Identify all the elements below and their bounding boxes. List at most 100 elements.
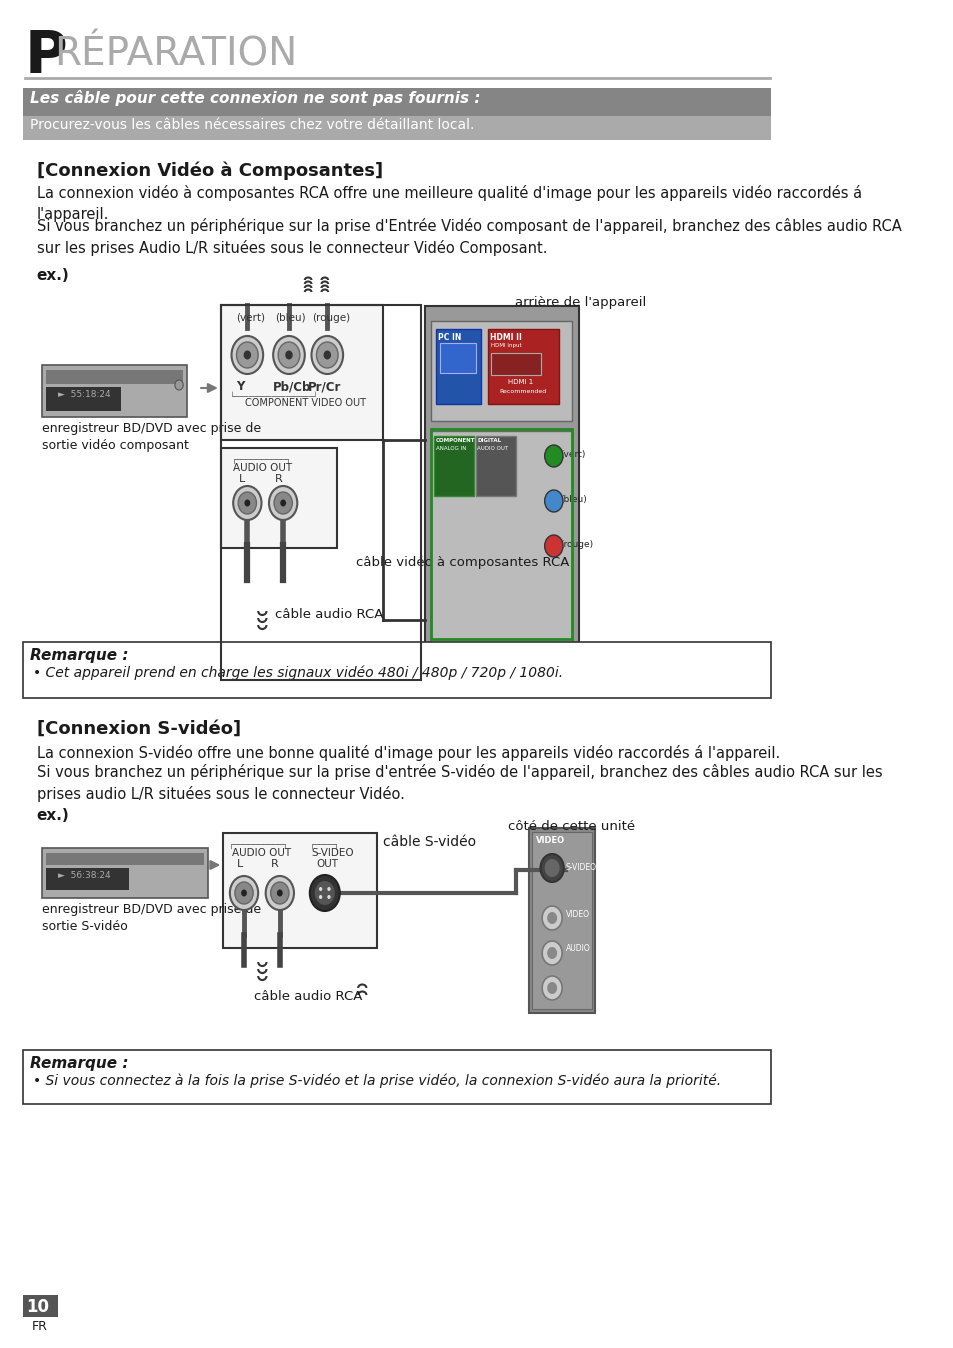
Text: FR: FR bbox=[31, 1320, 48, 1333]
Circle shape bbox=[230, 876, 258, 910]
Circle shape bbox=[547, 948, 557, 958]
Bar bbox=[532, 832, 592, 1010]
Circle shape bbox=[233, 487, 261, 520]
Bar bbox=[46, 853, 204, 865]
Text: (bleu): (bleu) bbox=[274, 313, 305, 324]
Bar bbox=[46, 387, 121, 411]
Text: Pr/Cr: Pr/Cr bbox=[308, 380, 341, 394]
Text: [Connexion Vidéo à Composantes]: [Connexion Vidéo à Composantes] bbox=[36, 162, 382, 181]
Text: ┌────┐: ┌────┐ bbox=[310, 840, 339, 849]
Circle shape bbox=[544, 445, 562, 466]
Circle shape bbox=[236, 342, 258, 368]
Text: enregistreur BD/DVD avec prise de
sortie S-vidéo: enregistreur BD/DVD avec prise de sortie… bbox=[42, 903, 260, 934]
Bar bbox=[23, 116, 770, 140]
Circle shape bbox=[241, 890, 247, 896]
Bar bbox=[436, 329, 481, 404]
Text: enregistreur BD/DVD avec prise de
sortie vidéo composant: enregistreur BD/DVD avec prise de sortie… bbox=[42, 422, 260, 453]
Bar bbox=[223, 833, 376, 948]
Bar bbox=[488, 329, 558, 404]
Circle shape bbox=[244, 500, 250, 507]
Circle shape bbox=[314, 882, 335, 905]
Text: P: P bbox=[25, 28, 68, 85]
Bar bbox=[23, 88, 770, 116]
Text: ┌──────────┐: ┌──────────┐ bbox=[229, 840, 289, 849]
Text: HDMI II: HDMI II bbox=[489, 333, 521, 342]
Text: ►  56:38:24: ► 56:38:24 bbox=[58, 871, 111, 880]
Text: La connexion S-vidéo offre une bonne qualité d'image pour les appareils vidéo ra: La connexion S-vidéo offre une bonne qua… bbox=[36, 745, 779, 762]
Bar bbox=[42, 365, 187, 417]
Circle shape bbox=[280, 500, 286, 507]
Bar bbox=[528, 828, 595, 1012]
Text: (vert): (vert) bbox=[235, 313, 264, 324]
Text: HDMI Input: HDMI Input bbox=[491, 342, 521, 348]
Circle shape bbox=[316, 342, 337, 368]
Circle shape bbox=[285, 350, 293, 360]
Circle shape bbox=[544, 535, 562, 557]
Text: COMPONENT: COMPONENT bbox=[436, 438, 475, 443]
Text: La connexion vidéo à composantes RCA offre une meilleure qualité d'image pour le: La connexion vidéo à composantes RCA off… bbox=[36, 185, 861, 222]
Bar bbox=[23, 1295, 58, 1317]
Text: câble vidéo à composantes RCA: câble vidéo à composantes RCA bbox=[356, 555, 569, 569]
Circle shape bbox=[273, 336, 305, 373]
Text: câble audio RCA: câble audio RCA bbox=[253, 989, 362, 1003]
Circle shape bbox=[547, 913, 557, 923]
Bar bbox=[23, 1050, 770, 1104]
Circle shape bbox=[323, 350, 331, 360]
Text: • Si vous connectez à la fois la prise S-vidéo et la prise vidéo, la connexion S: • Si vous connectez à la fois la prise S… bbox=[33, 1074, 720, 1088]
Text: Si vous branchez un périphérique sur la prise d'entrée S-vidéo de l'appareil, br: Si vous branchez un périphérique sur la … bbox=[36, 764, 882, 802]
Text: R: R bbox=[274, 474, 282, 484]
Text: DIGITAL: DIGITAL bbox=[476, 438, 500, 443]
Circle shape bbox=[541, 976, 561, 1000]
Circle shape bbox=[327, 895, 331, 899]
Bar bbox=[46, 868, 129, 890]
Text: └─────────────────┘: └─────────────────┘ bbox=[230, 392, 317, 400]
Bar bbox=[424, 306, 578, 675]
Bar bbox=[434, 435, 474, 496]
Text: Remarque :: Remarque : bbox=[30, 648, 129, 663]
Text: (rouge): (rouge) bbox=[312, 313, 350, 324]
Text: (vert): (vert) bbox=[560, 450, 585, 460]
Circle shape bbox=[544, 491, 562, 512]
Text: VIDEO: VIDEO bbox=[565, 910, 589, 919]
Text: (rouge): (rouge) bbox=[560, 541, 593, 549]
Bar bbox=[46, 369, 183, 384]
Text: Recommended: Recommended bbox=[499, 390, 546, 394]
Text: AUDIO OUT: AUDIO OUT bbox=[233, 462, 292, 473]
Text: ►  55:18:24: ► 55:18:24 bbox=[58, 390, 111, 399]
Circle shape bbox=[540, 855, 563, 882]
Text: AUDIO OUT: AUDIO OUT bbox=[232, 848, 291, 857]
Bar bbox=[431, 431, 572, 661]
Circle shape bbox=[278, 342, 299, 368]
Circle shape bbox=[541, 906, 561, 930]
Text: côté de cette unité: côté de cette unité bbox=[508, 820, 635, 833]
Circle shape bbox=[174, 380, 183, 390]
Text: Les câble pour cette connexion ne sont pas fournis :: Les câble pour cette connexion ne sont p… bbox=[30, 90, 480, 106]
Text: • Cet appareil prend en charge les signaux vidéo 480i / 480p / 720p / 1080i.: • Cet appareil prend en charge les signa… bbox=[33, 666, 563, 681]
Text: COMPONENT VIDEO OUT: COMPONENT VIDEO OUT bbox=[245, 398, 365, 408]
Text: ex.): ex.) bbox=[36, 807, 70, 824]
Bar bbox=[431, 429, 572, 639]
Circle shape bbox=[547, 981, 557, 993]
Text: OUT: OUT bbox=[316, 859, 338, 869]
Circle shape bbox=[318, 895, 322, 899]
Bar bbox=[220, 305, 420, 679]
Text: [Connexion S-vidéo]: [Connexion S-vidéo] bbox=[36, 720, 240, 737]
Text: câble S-vidéo: câble S-vidéo bbox=[383, 834, 476, 849]
Text: AUDIO: AUDIO bbox=[565, 944, 590, 953]
Text: ┌──────────┐: ┌──────────┐ bbox=[232, 456, 292, 464]
Bar bbox=[491, 353, 540, 375]
Text: L: L bbox=[237, 859, 243, 869]
Circle shape bbox=[269, 487, 297, 520]
Text: (bleu): (bleu) bbox=[560, 495, 587, 504]
Bar bbox=[439, 342, 476, 373]
Text: AUDIO OUT: AUDIO OUT bbox=[476, 446, 508, 452]
Bar bbox=[23, 642, 770, 698]
Text: Pb/Cb: Pb/Cb bbox=[273, 380, 312, 394]
Circle shape bbox=[274, 492, 292, 514]
Bar bbox=[42, 848, 208, 898]
Bar bbox=[220, 305, 383, 439]
Circle shape bbox=[310, 875, 339, 911]
Circle shape bbox=[544, 859, 559, 878]
Text: S-VIDEO: S-VIDEO bbox=[311, 848, 354, 857]
Bar bbox=[431, 321, 572, 421]
